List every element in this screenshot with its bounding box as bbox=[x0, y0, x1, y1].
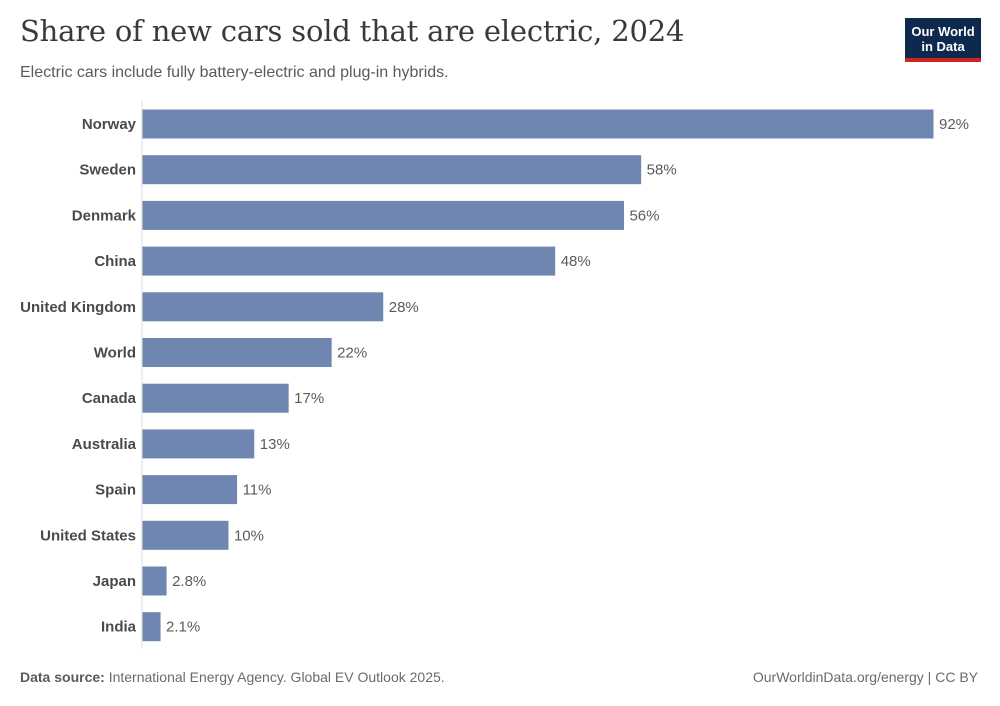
value-label: 28% bbox=[389, 299, 419, 316]
value-label: 10% bbox=[234, 527, 264, 544]
value-label: 13% bbox=[260, 436, 290, 453]
bar-chart: Norway 92% Sweden 58% Denmark 56% China 48% Unit… bbox=[20, 101, 969, 649]
value-label: 2.8% bbox=[172, 573, 206, 590]
bar[interactable] bbox=[142, 566, 167, 596]
logo-line-1: Our World bbox=[911, 24, 975, 39]
chart-title: Share of new cars sold that are electric… bbox=[20, 14, 685, 48]
category-label: World bbox=[94, 345, 136, 362]
bar[interactable] bbox=[142, 338, 332, 367]
category-label: Spain bbox=[95, 482, 136, 499]
category-label: Canada bbox=[82, 390, 137, 407]
bar[interactable] bbox=[142, 155, 642, 185]
value-label: 2.1% bbox=[166, 619, 200, 636]
data-source-text[interactable]: International Energy Agency. Global EV O… bbox=[108, 669, 445, 685]
category-label: Denmark bbox=[72, 207, 137, 224]
value-label: 92% bbox=[939, 116, 969, 133]
bar[interactable] bbox=[142, 246, 556, 276]
data-source-label: Data source: bbox=[20, 669, 105, 685]
bar[interactable] bbox=[142, 200, 624, 230]
bar[interactable] bbox=[142, 292, 384, 322]
bar[interactable] bbox=[142, 429, 255, 459]
category-label: United Kingdom bbox=[20, 299, 136, 316]
value-label: 56% bbox=[629, 207, 659, 224]
value-label: 58% bbox=[647, 162, 677, 179]
bar[interactable] bbox=[142, 383, 289, 413]
value-label: 11% bbox=[243, 482, 272, 499]
category-label: India bbox=[101, 619, 137, 636]
bar[interactable] bbox=[142, 612, 161, 642]
owid-logo[interactable]: Our World in Data bbox=[905, 18, 981, 62]
category-label: Australia bbox=[72, 436, 137, 453]
data-source: Data source: International Energy Agency… bbox=[20, 669, 445, 685]
logo-line-2: in Data bbox=[921, 39, 965, 54]
value-label: 17% bbox=[294, 390, 324, 407]
category-label: Sweden bbox=[79, 162, 136, 179]
chart-subtitle: Electric cars include fully battery-elec… bbox=[20, 64, 449, 81]
category-label: Norway bbox=[82, 116, 137, 133]
category-label: United States bbox=[40, 527, 136, 544]
category-label: Japan bbox=[93, 573, 136, 590]
bar[interactable] bbox=[142, 520, 229, 550]
value-label: 22% bbox=[337, 345, 367, 362]
bar[interactable] bbox=[142, 475, 238, 505]
credit-link[interactable]: OurWorldinData.org/energy | CC BY bbox=[752, 669, 978, 685]
category-label: China bbox=[94, 253, 136, 270]
bar[interactable] bbox=[142, 109, 934, 139]
value-label: 48% bbox=[561, 253, 591, 270]
